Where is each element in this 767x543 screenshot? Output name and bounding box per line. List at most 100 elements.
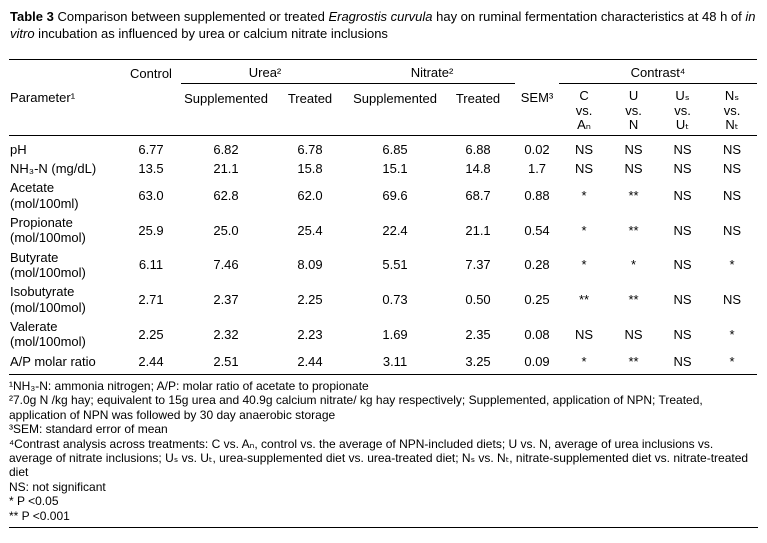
row-label: Propionate (mol/100mol) <box>10 215 86 246</box>
column-header-control: Control <box>121 59 181 136</box>
table-row: pH 6.77 6.82 6.78 6.85 6.88 0.02 NS NS N… <box>9 135 757 159</box>
cell: 14.8 <box>465 161 491 177</box>
table-row: Butyrate (mol/100mol) 6.11 7.46 8.09 5.5… <box>9 248 757 283</box>
cell: 1.7 <box>527 161 547 177</box>
cell: ** <box>628 222 639 238</box>
header-row-sub: Supplemented Treated Supplemented Treate… <box>9 83 758 136</box>
cell: 13.5 <box>138 161 164 177</box>
footnote-3: ³SEM: standard error of mean <box>9 422 168 437</box>
cell: NS <box>723 222 742 238</box>
cell: 0.02 <box>524 141 550 157</box>
cell: 5.51 <box>382 257 408 273</box>
cell: 68.7 <box>465 188 491 204</box>
cell: NS <box>673 326 692 342</box>
column-header-contrast-ns-vs-nt: Nₛ vs. Nₜ <box>707 83 758 136</box>
cell: NS <box>723 188 742 204</box>
cell: * <box>559 351 610 376</box>
column-header-sem: SEM³ <box>515 59 560 136</box>
cell: 0.88 <box>524 188 550 204</box>
row-label: pH <box>10 141 27 157</box>
footnote-4: ⁴Contrast analysis across treatments: C … <box>9 436 749 480</box>
column-header-nitrate-supplemented: Supplemented <box>349 83 442 136</box>
cell: * <box>581 257 587 273</box>
cell: 25.4 <box>297 222 323 238</box>
footnote-p005: * P <0.05 <box>9 494 59 509</box>
cell: 22.4 <box>382 222 408 238</box>
cell: NS <box>673 222 692 238</box>
cell: NS <box>673 292 692 308</box>
table-caption: Table 3 Comparison between supplemented … <box>10 9 758 43</box>
cell: 0.25 <box>524 292 550 308</box>
footnote-1: ¹NH₃-N: ammonia nitrogen; A/P: molar rat… <box>9 379 369 394</box>
cell: * <box>729 326 735 342</box>
cell: NS <box>624 141 643 157</box>
cell: 6.11 <box>138 257 164 273</box>
cell: NS <box>673 161 692 177</box>
cell: NS <box>624 326 643 342</box>
cell: 8.09 <box>297 257 323 273</box>
cell: 0.28 <box>524 257 550 273</box>
cell: 15.1 <box>382 161 408 177</box>
column-header-urea-supplemented: Supplemented <box>181 83 271 136</box>
table-caption-text-1: Comparison between supplemented or treat… <box>53 9 329 24</box>
cell: NS <box>723 141 742 157</box>
table-row: A/P molar ratio 2.44 2.51 2.44 3.11 3.25… <box>9 351 758 376</box>
table-caption-invitro-italic: in vitro <box>10 9 756 41</box>
cell: 6.77 <box>138 141 164 157</box>
cell: 62.8 <box>213 188 239 204</box>
row-label: A/P molar ratio <box>9 351 121 376</box>
cell: * <box>581 188 587 204</box>
cell: 2.23 <box>297 326 323 342</box>
cell: 25.0 <box>213 222 239 238</box>
cell: NS <box>723 292 742 308</box>
column-group-urea: Urea² <box>181 59 350 85</box>
cell: * <box>729 257 735 273</box>
cell: ** <box>628 292 639 308</box>
cell: 3.11 <box>349 351 442 376</box>
footnote-ns: NS: not significant <box>9 479 106 494</box>
cell: 0.09 <box>515 351 560 376</box>
footnote-p0001: ** P <0.001 <box>9 508 70 523</box>
footnote-2: ²7.0g N /kg hay; equivalent to 15g urea … <box>9 393 703 422</box>
cell: 2.25 <box>138 326 164 342</box>
column-header-parameter: Parameter¹ <box>9 59 121 136</box>
cell: 2.35 <box>465 326 491 342</box>
page: Table 3 Comparison between supplemented … <box>9 9 758 528</box>
cell: 21.1 <box>465 222 491 238</box>
footnotes: ¹NH₃-N: ammonia nitrogen; A/P: molar rat… <box>9 379 758 523</box>
cell: * <box>630 257 637 273</box>
cell: 2.71 <box>138 292 164 308</box>
row-label: Acetate (mol/100ml) <box>10 180 79 211</box>
cell: 21.1 <box>213 161 239 177</box>
cell: 69.6 <box>382 188 408 204</box>
cell: NS <box>673 257 692 273</box>
cell: NS <box>673 141 692 157</box>
cell: 0.08 <box>524 326 550 342</box>
cell: 6.78 <box>297 141 323 157</box>
cell: 7.37 <box>465 257 491 273</box>
cell: 0.50 <box>465 292 491 308</box>
cell: ** <box>578 292 590 308</box>
cell: ** <box>628 188 639 204</box>
cell: 7.46 <box>213 257 239 273</box>
column-header-contrast-u-vs-n: U vs. N <box>609 83 659 136</box>
column-header-nitrate-treated: Treated <box>441 83 516 136</box>
table-row: Isobutyrate (mol/100mol) 2.71 2.37 2.25 … <box>9 282 757 317</box>
column-header-contrast-us-vs-ut: Uₛ vs. Uₜ <box>658 83 708 136</box>
cell: NS <box>723 161 742 177</box>
cell: ** <box>609 351 659 376</box>
cell: 6.88 <box>465 141 491 157</box>
cell: 3.25 <box>441 351 516 376</box>
cell: 2.44 <box>121 351 181 376</box>
cell: 25.9 <box>138 222 164 238</box>
cell: * <box>707 351 758 376</box>
table-caption-species-italic: Eragrostis curvula <box>328 9 433 24</box>
bottom-rule <box>9 526 758 528</box>
cell: NS <box>574 141 594 157</box>
cell: 2.32 <box>213 326 239 342</box>
column-header-contrast-c-vs-an: C vs. Aₙ <box>559 83 610 136</box>
cell: 2.25 <box>297 292 323 308</box>
row-label: Butyrate (mol/100mol) <box>10 249 86 281</box>
cell: NS <box>673 188 692 204</box>
cell: NS <box>574 161 594 177</box>
